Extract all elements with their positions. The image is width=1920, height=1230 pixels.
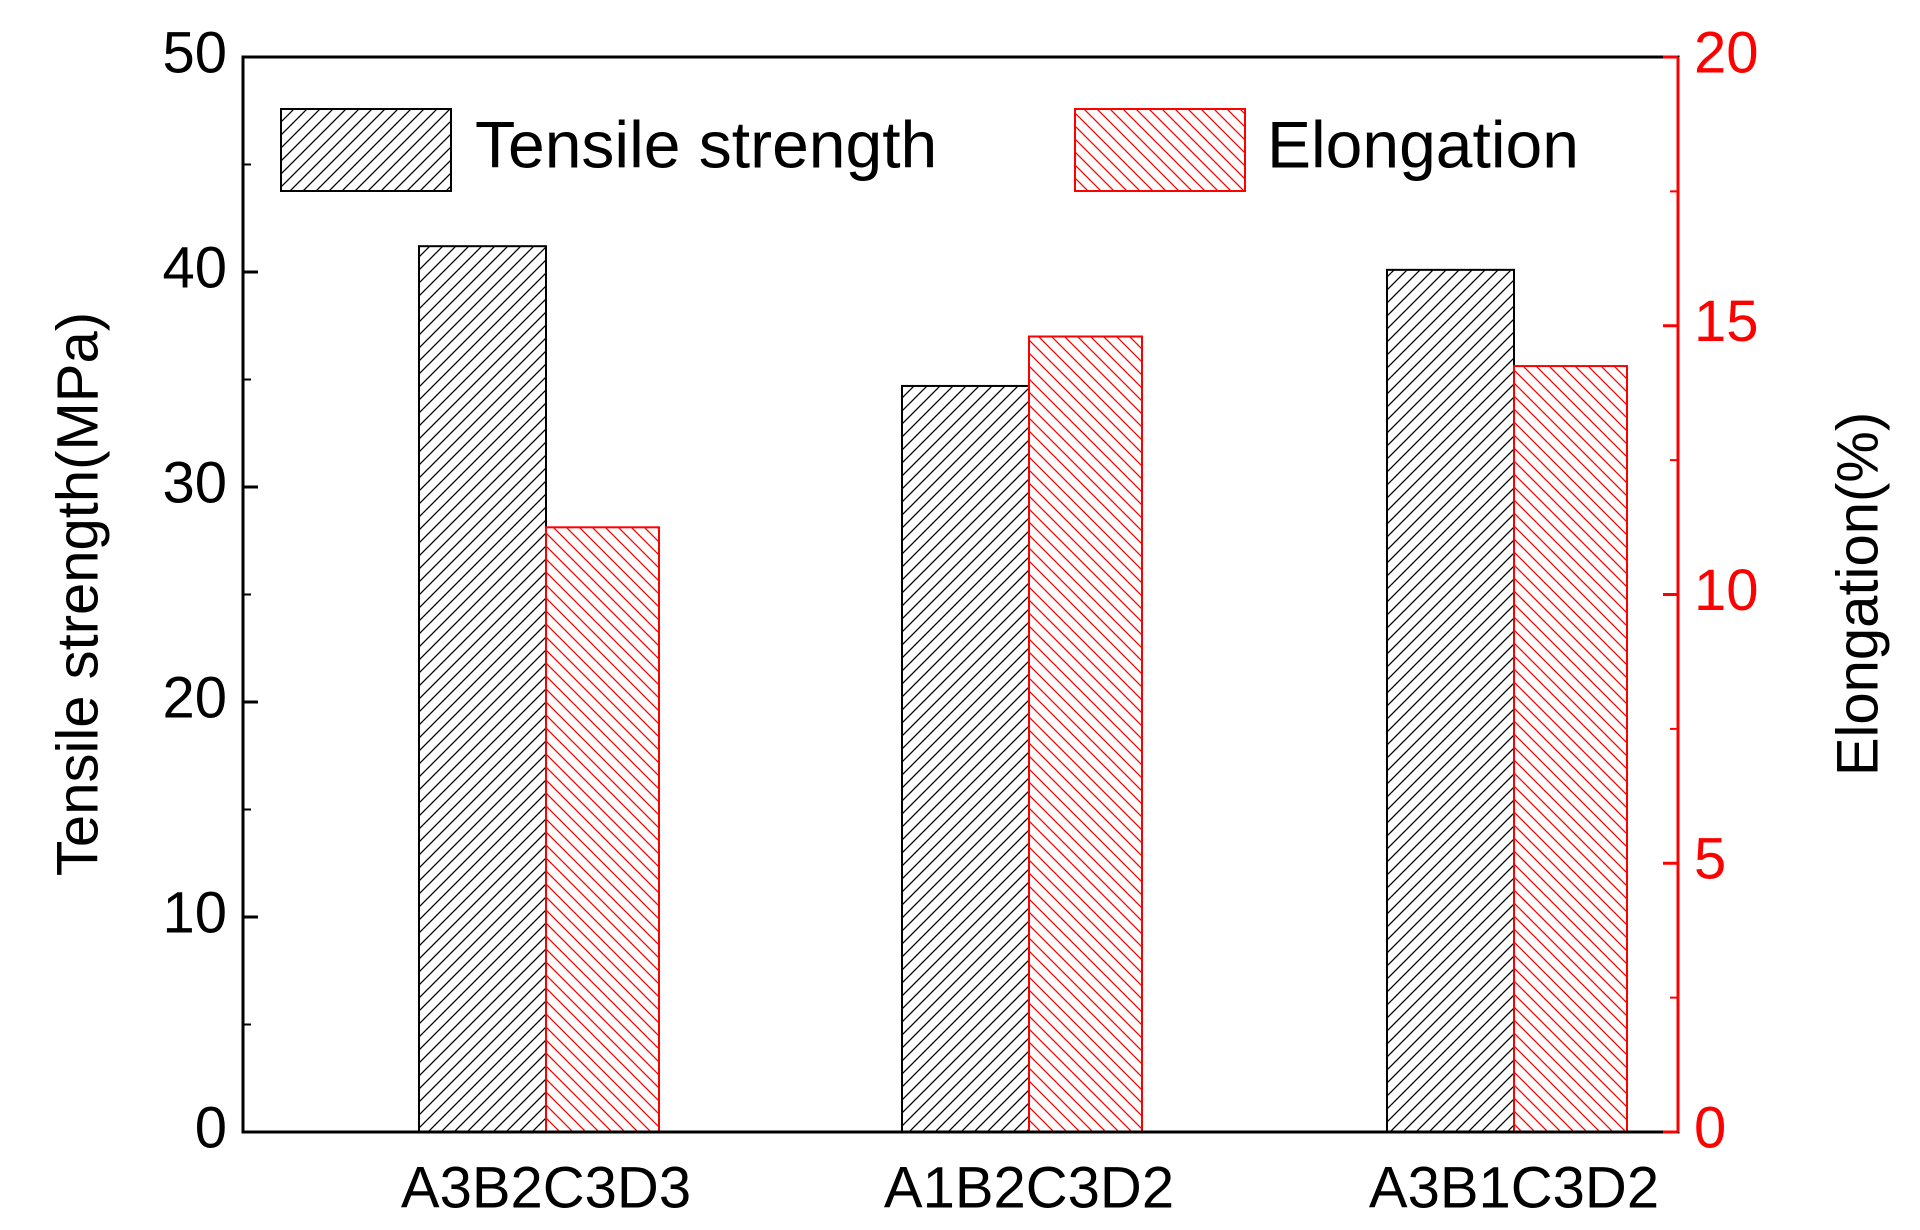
legend-label-tensile-strength: Tensile strength — [475, 107, 937, 181]
legend-swatch-tensile-strength — [280, 108, 452, 192]
bar-tensile-strength-A3B2C3D3 — [418, 245, 547, 1133]
right-tick-label: 0 — [1694, 1095, 1726, 1160]
left-tick-label: 0 — [195, 1095, 227, 1160]
bar-tensile-strength-A3B1C3D2 — [1386, 268, 1515, 1134]
left-tick-label: 20 — [162, 665, 227, 730]
bar-elongation-A3B1C3D2 — [1513, 365, 1628, 1133]
legend-swatch-elongation — [1074, 108, 1246, 192]
left-tick-label: 50 — [162, 20, 227, 85]
left-y-axis-title: Tensile strength(MPa) — [45, 312, 110, 876]
x-axis: A3B2C3D3 A1B2C3D2 A3B1C3D2 — [401, 1155, 1659, 1220]
right-tick-label: 15 — [1694, 289, 1759, 354]
bar-elongation-A1B2C3D2 — [1028, 335, 1143, 1133]
category-label: A1B2C3D2 — [884, 1155, 1174, 1220]
legend: Tensile strength Elongation — [280, 107, 1579, 192]
bars-layer — [418, 245, 1628, 1134]
right-tick-label: 20 — [1694, 20, 1759, 85]
right-y-axis: 0 5 10 15 20 — [1663, 20, 1759, 1160]
category-label: A3B1C3D2 — [1369, 1155, 1659, 1220]
left-tick-label: 40 — [162, 235, 227, 300]
category-label: A3B2C3D3 — [401, 1155, 691, 1220]
right-y-axis-title: Elongation(%) — [1825, 412, 1890, 776]
left-y-axis: 0 10 20 30 40 50 — [162, 20, 258, 1160]
right-tick-label: 10 — [1694, 558, 1759, 623]
left-tick-label: 10 — [162, 880, 227, 945]
bar-tensile-strength-A1B2C3D2 — [901, 384, 1030, 1133]
right-tick-label: 5 — [1694, 827, 1726, 892]
bar-elongation-A3B2C3D3 — [545, 526, 660, 1133]
legend-label-elongation: Elongation — [1267, 107, 1579, 181]
left-tick-label: 30 — [162, 450, 227, 515]
